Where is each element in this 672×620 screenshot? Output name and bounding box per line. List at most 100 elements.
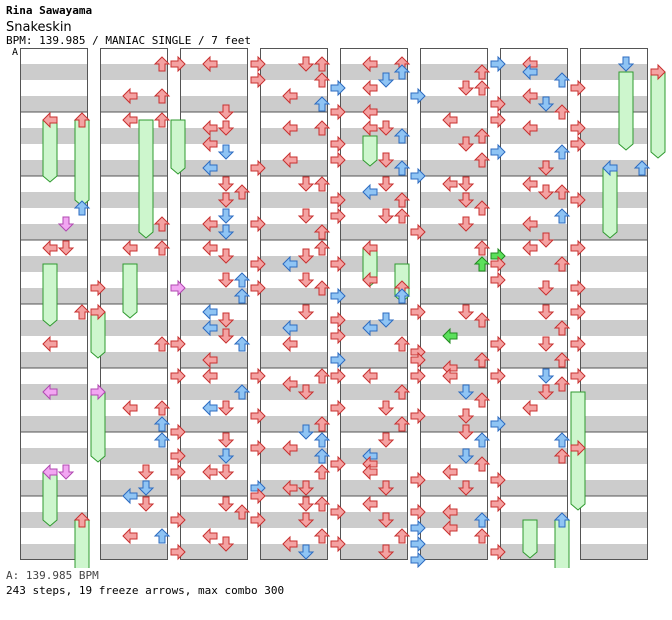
left-arrow [282,319,298,337]
right-arrow [570,79,586,97]
down-arrow [217,104,235,120]
up-arrow [153,112,171,128]
down-arrow [217,464,235,480]
beat-band [420,224,488,240]
down-arrow [377,208,395,224]
down-arrow [297,384,315,400]
up-arrow [393,416,411,432]
column-border [260,48,328,560]
right-arrow [490,255,506,273]
down-arrow [217,208,235,224]
column-border [340,48,408,560]
up-arrow [393,64,411,80]
column-border [20,48,88,560]
beat-band [100,544,168,560]
down-arrow [217,272,235,288]
up-arrow [153,56,171,72]
freeze-arrow [42,119,58,183]
right-arrow [90,303,106,321]
bpm-footer: A: 139.985 BPM [6,569,99,582]
down-arrow [377,72,395,88]
down-arrow [457,408,475,424]
left-arrow [362,367,378,385]
up-arrow [233,384,251,400]
beat-band [420,288,488,304]
beat-band [580,480,648,496]
up-arrow [313,416,331,432]
right-arrow [410,167,426,185]
down-arrow [537,336,555,352]
left-arrow [362,463,378,481]
right-arrow [250,511,266,529]
up-arrow [73,112,91,128]
right-arrow [410,407,426,425]
right-arrow [170,447,186,465]
right-arrow [410,223,426,241]
down-arrow [377,312,395,328]
left-arrow [202,367,218,385]
freeze-arrow [90,391,106,463]
beat-band [260,544,328,560]
down-arrow [297,56,315,72]
right-arrow [90,383,106,401]
down-arrow [297,176,315,192]
beat-band [100,480,168,496]
right-arrow [410,519,426,537]
down-arrow [297,512,315,528]
up-arrow [313,120,331,136]
right-arrow [410,535,426,553]
up-arrow [313,96,331,112]
up-arrow [473,80,491,96]
beat-band [420,448,488,464]
right-arrow [490,95,506,113]
left-arrow [282,87,298,105]
left-arrow [362,103,378,121]
beat-band [20,320,88,336]
beat-band [420,480,488,496]
down-arrow [297,208,315,224]
beat-band [500,192,568,208]
down-arrow [217,496,235,512]
beat-band [420,256,488,272]
beat-band [100,64,168,80]
down-arrow [457,192,475,208]
right-arrow [170,367,186,385]
beat-band [500,416,568,432]
left-arrow [282,535,298,553]
beat-band [100,192,168,208]
right-arrow [170,511,186,529]
up-arrow [313,224,331,240]
down-arrow [57,216,75,232]
left-arrow [442,503,458,521]
right-arrow [330,455,346,473]
up-arrow [73,304,91,320]
down-arrow [377,152,395,168]
up-arrow [473,200,491,216]
beat-band [580,320,648,336]
beat-band [260,128,328,144]
right-arrow [570,335,586,353]
down-arrow [137,480,155,496]
beat-band [260,352,328,368]
beat-band [180,512,248,528]
up-arrow [553,144,571,160]
left-arrow [362,119,378,137]
beat-band [260,416,328,432]
beat-band [340,64,408,80]
up-arrow [153,528,171,544]
up-arrow [393,192,411,208]
up-arrow [313,368,331,384]
down-arrow [537,280,555,296]
left-arrow [122,487,138,505]
left-arrow [122,87,138,105]
beat-band [420,512,488,528]
right-arrow [490,143,506,161]
right-arrow [170,55,186,73]
beat-band [260,288,328,304]
left-arrow [202,135,218,153]
down-arrow [377,544,395,560]
beat-band [420,544,488,560]
column-border [500,48,568,560]
right-arrow [250,407,266,425]
right-arrow [410,551,426,568]
